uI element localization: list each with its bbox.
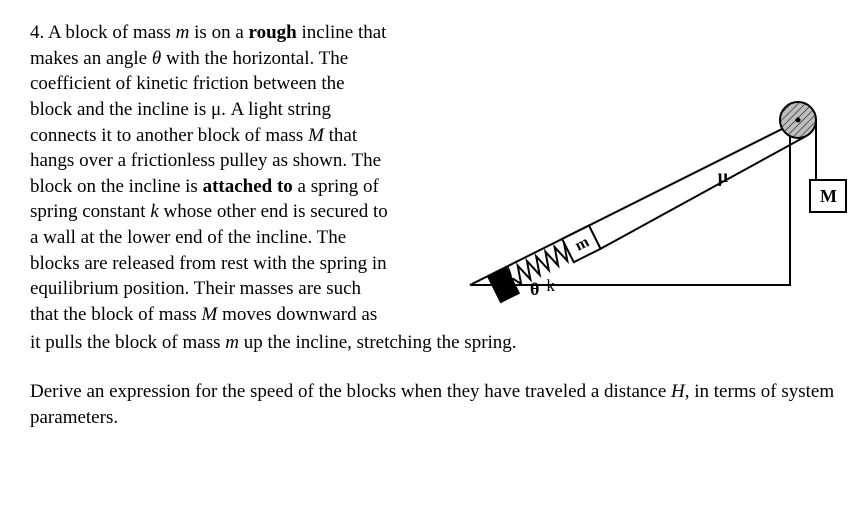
t: whose other end is secured to — [159, 201, 388, 222]
var-mu: μ — [211, 99, 221, 120]
var-k: k — [150, 201, 158, 222]
svg-text:μ: μ — [718, 166, 728, 186]
word-rough: rough — [249, 22, 297, 43]
t: connects it to another block of mass — [30, 125, 308, 146]
problem-text-narrow: 4. A block of mass m is on a rough incli… — [30, 20, 420, 328]
t: makes an angle — [30, 48, 152, 69]
t: a spring of — [293, 176, 379, 197]
question: Derive an expression for the speed of th… — [30, 379, 838, 430]
t: that — [324, 125, 357, 146]
line4: block and the incline is μ. A light stri… — [30, 97, 420, 123]
t: that the block of mass — [30, 304, 202, 325]
t: Derive an expression for the speed of th… — [30, 381, 671, 402]
line1: 4. A block of mass m is on a rough incli… — [30, 20, 420, 46]
svg-text:M: M — [820, 186, 837, 206]
t: moves downward as — [217, 304, 377, 325]
t: up the incline, stretching the spring. — [239, 332, 517, 353]
t: A block of mass — [48, 22, 176, 43]
t: . A light string — [221, 99, 331, 120]
line2: makes an angle θ with the horizontal. Th… — [30, 46, 420, 72]
t: is on a — [189, 22, 248, 43]
var-m: m — [225, 332, 239, 353]
line6: hangs over a frictionless pulley as show… — [30, 148, 420, 174]
line11: equilibrium position. Their masses are s… — [30, 276, 420, 302]
diagram-svg: θmkμM — [460, 95, 860, 305]
line13: it pulls the block of mass m up the incl… — [30, 330, 838, 356]
physics-diagram: θmkμM — [460, 95, 860, 305]
line10: blocks are released from rest with the s… — [30, 251, 420, 277]
word-attached: attached to — [203, 176, 293, 197]
t: incline that — [297, 22, 387, 43]
t: block and the incline is — [30, 99, 211, 120]
svg-text:k: k — [546, 276, 555, 295]
t: spring constant — [30, 201, 150, 222]
var-M: M — [308, 125, 324, 146]
t: with the horizontal. The — [161, 48, 348, 69]
line12: that the block of mass M moves downward … — [30, 302, 420, 328]
t: it pulls the block of mass — [30, 332, 225, 353]
line7: block on the incline is attached to a sp… — [30, 174, 420, 200]
var-m: m — [176, 22, 190, 43]
problem-number: 4. — [30, 22, 44, 43]
t: block on the incline is — [30, 176, 203, 197]
var-H: H — [671, 381, 685, 402]
line8: spring constant k whose other end is sec… — [30, 199, 420, 225]
line5: connects it to another block of mass M t… — [30, 123, 420, 149]
var-M: M — [202, 304, 218, 325]
line3: coefficient of kinetic friction between … — [30, 71, 420, 97]
var-theta: θ — [152, 48, 161, 69]
problem-container: 4. A block of mass m is on a rough incli… — [30, 20, 838, 431]
line9: a wall at the lower end of the incline. … — [30, 225, 420, 251]
